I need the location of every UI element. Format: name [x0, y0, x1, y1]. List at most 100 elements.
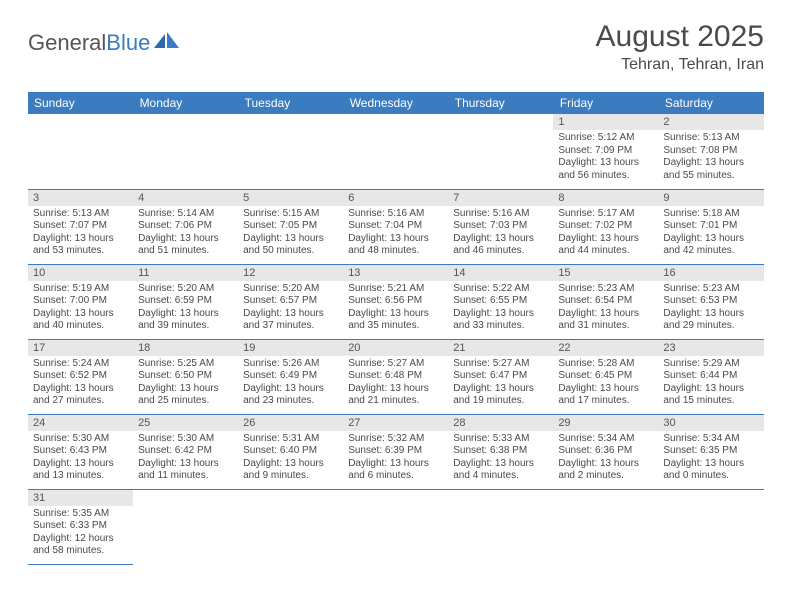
day-content: Sunrise: 5:25 AMSunset: 6:50 PMDaylight:… [133, 356, 238, 411]
day-number: 26 [238, 415, 343, 431]
weekday-header: Sunday [28, 92, 133, 114]
day-content: Sunrise: 5:20 AMSunset: 6:59 PMDaylight:… [133, 281, 238, 336]
day-content: Sunrise: 5:33 AMSunset: 6:38 PMDaylight:… [448, 431, 553, 486]
weekday-header: Monday [133, 92, 238, 114]
day-number: 3 [28, 190, 133, 206]
calendar-day: 16Sunrise: 5:23 AMSunset: 6:53 PMDayligh… [658, 264, 763, 339]
day-content: Sunrise: 5:31 AMSunset: 6:40 PMDaylight:… [238, 431, 343, 486]
calendar-empty [658, 489, 763, 564]
day-content: Sunrise: 5:30 AMSunset: 6:42 PMDaylight:… [133, 431, 238, 486]
weekday-header: Wednesday [343, 92, 448, 114]
calendar-day: 15Sunrise: 5:23 AMSunset: 6:54 PMDayligh… [553, 264, 658, 339]
calendar-day: 23Sunrise: 5:29 AMSunset: 6:44 PMDayligh… [658, 339, 763, 414]
day-number: 19 [238, 340, 343, 356]
calendar-empty [448, 114, 553, 189]
calendar-empty [343, 114, 448, 189]
calendar-day: 19Sunrise: 5:26 AMSunset: 6:49 PMDayligh… [238, 339, 343, 414]
calendar-day: 11Sunrise: 5:20 AMSunset: 6:59 PMDayligh… [133, 264, 238, 339]
weekday-header: Friday [553, 92, 658, 114]
day-content: Sunrise: 5:13 AMSunset: 7:07 PMDaylight:… [28, 206, 133, 261]
location: Tehran, Tehran, Iran [596, 56, 764, 74]
logo: GeneralBlue [28, 20, 180, 56]
calendar-empty [133, 114, 238, 189]
calendar-day: 26Sunrise: 5:31 AMSunset: 6:40 PMDayligh… [238, 414, 343, 489]
day-content: Sunrise: 5:35 AMSunset: 6:33 PMDaylight:… [28, 506, 133, 561]
calendar-empty [448, 489, 553, 564]
day-content: Sunrise: 5:17 AMSunset: 7:02 PMDaylight:… [553, 206, 658, 261]
month-title: August 2025 [596, 20, 764, 54]
day-content: Sunrise: 5:12 AMSunset: 7:09 PMDaylight:… [553, 130, 658, 185]
calendar-day: 12Sunrise: 5:20 AMSunset: 6:57 PMDayligh… [238, 264, 343, 339]
day-content: Sunrise: 5:18 AMSunset: 7:01 PMDaylight:… [658, 206, 763, 261]
header: GeneralBlue August 2025 Tehran, Tehran, … [28, 20, 764, 74]
calendar-empty [343, 489, 448, 564]
day-content: Sunrise: 5:19 AMSunset: 7:00 PMDaylight:… [28, 281, 133, 336]
calendar-table: SundayMondayTuesdayWednesdayThursdayFrid… [28, 92, 764, 565]
calendar-row: 10Sunrise: 5:19 AMSunset: 7:00 PMDayligh… [28, 264, 764, 339]
calendar-day: 8Sunrise: 5:17 AMSunset: 7:02 PMDaylight… [553, 189, 658, 264]
calendar-day: 21Sunrise: 5:27 AMSunset: 6:47 PMDayligh… [448, 339, 553, 414]
day-number: 9 [658, 190, 763, 206]
day-content: Sunrise: 5:20 AMSunset: 6:57 PMDaylight:… [238, 281, 343, 336]
day-content: Sunrise: 5:34 AMSunset: 6:35 PMDaylight:… [658, 431, 763, 486]
day-content: Sunrise: 5:21 AMSunset: 6:56 PMDaylight:… [343, 281, 448, 336]
day-content: Sunrise: 5:13 AMSunset: 7:08 PMDaylight:… [658, 130, 763, 185]
calendar-day: 18Sunrise: 5:25 AMSunset: 6:50 PMDayligh… [133, 339, 238, 414]
calendar-empty [238, 489, 343, 564]
weekday-header-row: SundayMondayTuesdayWednesdayThursdayFrid… [28, 92, 764, 114]
logo-text-general: General [28, 30, 106, 56]
day-number: 16 [658, 265, 763, 281]
day-number: 31 [28, 490, 133, 506]
day-number: 17 [28, 340, 133, 356]
calendar-empty [553, 489, 658, 564]
day-number: 18 [133, 340, 238, 356]
day-number: 12 [238, 265, 343, 281]
day-content: Sunrise: 5:30 AMSunset: 6:43 PMDaylight:… [28, 431, 133, 486]
day-content: Sunrise: 5:24 AMSunset: 6:52 PMDaylight:… [28, 356, 133, 411]
weekday-header: Tuesday [238, 92, 343, 114]
calendar-day: 24Sunrise: 5:30 AMSunset: 6:43 PMDayligh… [28, 414, 133, 489]
weekday-header: Thursday [448, 92, 553, 114]
day-content: Sunrise: 5:14 AMSunset: 7:06 PMDaylight:… [133, 206, 238, 261]
calendar-day: 29Sunrise: 5:34 AMSunset: 6:36 PMDayligh… [553, 414, 658, 489]
day-number: 15 [553, 265, 658, 281]
title-block: August 2025 Tehran, Tehran, Iran [596, 20, 764, 74]
weekday-header: Saturday [658, 92, 763, 114]
day-number: 4 [133, 190, 238, 206]
calendar-day: 28Sunrise: 5:33 AMSunset: 6:38 PMDayligh… [448, 414, 553, 489]
calendar-day: 9Sunrise: 5:18 AMSunset: 7:01 PMDaylight… [658, 189, 763, 264]
calendar-day: 5Sunrise: 5:15 AMSunset: 7:05 PMDaylight… [238, 189, 343, 264]
calendar-row: 17Sunrise: 5:24 AMSunset: 6:52 PMDayligh… [28, 339, 764, 414]
calendar-day: 25Sunrise: 5:30 AMSunset: 6:42 PMDayligh… [133, 414, 238, 489]
day-number: 27 [343, 415, 448, 431]
day-content: Sunrise: 5:32 AMSunset: 6:39 PMDaylight:… [343, 431, 448, 486]
calendar-day: 1Sunrise: 5:12 AMSunset: 7:09 PMDaylight… [553, 114, 658, 189]
day-number: 1 [553, 114, 658, 130]
calendar-row: 3Sunrise: 5:13 AMSunset: 7:07 PMDaylight… [28, 189, 764, 264]
calendar-day: 13Sunrise: 5:21 AMSunset: 6:56 PMDayligh… [343, 264, 448, 339]
day-number: 29 [553, 415, 658, 431]
calendar-day: 27Sunrise: 5:32 AMSunset: 6:39 PMDayligh… [343, 414, 448, 489]
calendar-day: 30Sunrise: 5:34 AMSunset: 6:35 PMDayligh… [658, 414, 763, 489]
day-number: 28 [448, 415, 553, 431]
day-number: 6 [343, 190, 448, 206]
logo-sail-icon [154, 30, 180, 56]
calendar-day: 17Sunrise: 5:24 AMSunset: 6:52 PMDayligh… [28, 339, 133, 414]
day-number: 2 [658, 114, 763, 130]
day-number: 24 [28, 415, 133, 431]
day-number: 13 [343, 265, 448, 281]
day-content: Sunrise: 5:16 AMSunset: 7:03 PMDaylight:… [448, 206, 553, 261]
calendar-day: 6Sunrise: 5:16 AMSunset: 7:04 PMDaylight… [343, 189, 448, 264]
day-number: 8 [553, 190, 658, 206]
day-content: Sunrise: 5:15 AMSunset: 7:05 PMDaylight:… [238, 206, 343, 261]
day-content: Sunrise: 5:16 AMSunset: 7:04 PMDaylight:… [343, 206, 448, 261]
calendar-row: 24Sunrise: 5:30 AMSunset: 6:43 PMDayligh… [28, 414, 764, 489]
day-number: 25 [133, 415, 238, 431]
day-content: Sunrise: 5:27 AMSunset: 6:48 PMDaylight:… [343, 356, 448, 411]
day-content: Sunrise: 5:34 AMSunset: 6:36 PMDaylight:… [553, 431, 658, 486]
day-content: Sunrise: 5:23 AMSunset: 6:53 PMDaylight:… [658, 281, 763, 336]
logo-text-blue: Blue [106, 30, 150, 56]
day-number: 14 [448, 265, 553, 281]
calendar-day: 31Sunrise: 5:35 AMSunset: 6:33 PMDayligh… [28, 489, 133, 564]
day-content: Sunrise: 5:27 AMSunset: 6:47 PMDaylight:… [448, 356, 553, 411]
